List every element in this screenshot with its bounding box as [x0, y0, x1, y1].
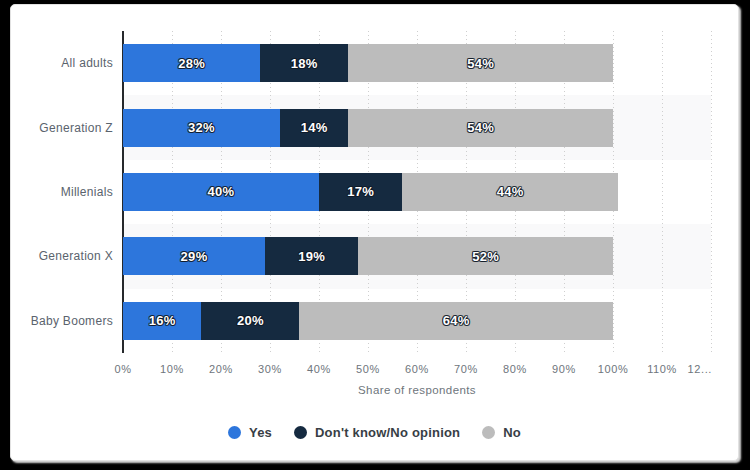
- bar-segment-yes[interactable]: 40%: [123, 173, 319, 211]
- bar-value-label: 16%: [149, 313, 176, 328]
- bar-value-label: 18%: [291, 56, 318, 71]
- category-label: Millenials: [11, 160, 113, 224]
- plot-area: 28% 18% 54% 32% 14% 54% 40% 17% 44% 29% 19% 52% 16% 2…: [123, 31, 711, 353]
- bar-segment-yes[interactable]: 32%: [123, 109, 280, 147]
- bar-value-label: 44%: [497, 184, 524, 199]
- bar-segment-no[interactable]: 44%: [402, 173, 618, 211]
- x-tick-label: 60%: [405, 363, 429, 375]
- bar-stack: 40% 17% 44%: [123, 173, 711, 211]
- legend-dot-icon: [294, 426, 307, 439]
- screenshot-root: { "frame": { "background_color": "#00000…: [0, 0, 750, 470]
- bar-value-label: 64%: [443, 313, 470, 328]
- bar-row: 16% 20% 64%: [123, 289, 711, 353]
- bar-segment-no[interactable]: 54%: [348, 44, 613, 82]
- bar-segment-don-t-know-no-opinion[interactable]: 14%: [280, 109, 349, 147]
- x-tick-label: 100%: [598, 363, 629, 375]
- bar-value-label: 32%: [188, 120, 215, 135]
- legend-label: Yes: [249, 425, 272, 440]
- bar-segment-don-t-know-no-opinion[interactable]: 20%: [201, 302, 299, 340]
- bar-segment-don-t-know-no-opinion[interactable]: 19%: [265, 237, 358, 275]
- bar-value-label: 52%: [472, 249, 499, 264]
- legend-item-don-t-know-no-opinion[interactable]: Don't know/No opinion: [294, 425, 460, 440]
- x-tick-label: 70%: [454, 363, 478, 375]
- x-tick-label: 80%: [503, 363, 527, 375]
- legend: Yes Don't know/No opinion No: [11, 423, 738, 441]
- bar-segment-no[interactable]: 52%: [358, 237, 613, 275]
- x-axis-title: Share of respondents: [123, 384, 711, 396]
- x-tick-label: 20%: [209, 363, 233, 375]
- legend-dot-icon: [482, 426, 495, 439]
- x-tick-label: 30%: [258, 363, 282, 375]
- x-ticks: 0%10%20%30%40%50%60%70%80%90%100%110%12.…: [123, 363, 711, 377]
- x-tick-label: 90%: [552, 363, 576, 375]
- category-label: Generation X: [11, 224, 113, 288]
- gridline: [711, 31, 712, 353]
- bar-row: 40% 17% 44%: [123, 160, 711, 224]
- bar-segment-yes[interactable]: 28%: [123, 44, 260, 82]
- x-tick-label: 50%: [356, 363, 380, 375]
- bar-stack: 28% 18% 54%: [123, 44, 711, 82]
- bar-row: 32% 14% 54%: [123, 95, 711, 159]
- category-label: Generation Z: [11, 95, 113, 159]
- x-tick-label: 0%: [114, 363, 131, 375]
- bar-value-label: 40%: [208, 184, 235, 199]
- x-tick-label: 12...: [688, 363, 712, 375]
- category-labels: All adultsGeneration ZMillenialsGenerati…: [11, 31, 113, 353]
- bar-value-label: 20%: [237, 313, 264, 328]
- bar-value-label: 54%: [467, 120, 494, 135]
- x-tick-label: 10%: [160, 363, 184, 375]
- x-tick-label: 40%: [307, 363, 331, 375]
- bar-stack: 32% 14% 54%: [123, 109, 711, 147]
- bar-value-label: 19%: [298, 249, 325, 264]
- bar-segment-don-t-know-no-opinion[interactable]: 18%: [260, 44, 348, 82]
- legend-item-no[interactable]: No: [482, 425, 521, 440]
- legend-item-yes[interactable]: Yes: [228, 425, 272, 440]
- legend-label: No: [503, 425, 521, 440]
- chart-card: All adultsGeneration ZMillenialsGenerati…: [10, 4, 739, 461]
- bar-row: 29% 19% 52%: [123, 224, 711, 288]
- bar-segment-no[interactable]: 54%: [348, 109, 613, 147]
- x-tick-label: 110%: [647, 363, 677, 375]
- bar-segment-don-t-know-no-opinion[interactable]: 17%: [319, 173, 402, 211]
- bar-row: 28% 18% 54%: [123, 31, 711, 95]
- bar-value-label: 29%: [181, 249, 208, 264]
- bar-stack: 16% 20% 64%: [123, 302, 711, 340]
- bar-value-label: 54%: [467, 56, 494, 71]
- bar-segment-yes[interactable]: 16%: [123, 302, 201, 340]
- bar-value-label: 17%: [347, 184, 374, 199]
- bar-value-label: 28%: [178, 56, 205, 71]
- bar-value-label: 14%: [301, 120, 328, 135]
- category-label: All adults: [11, 31, 113, 95]
- bar-segment-yes[interactable]: 29%: [123, 237, 265, 275]
- bar-stack: 29% 19% 52%: [123, 237, 711, 275]
- category-label: Baby Boomers: [11, 289, 113, 353]
- legend-dot-icon: [228, 426, 241, 439]
- bar-segment-no[interactable]: 64%: [299, 302, 613, 340]
- legend-label: Don't know/No opinion: [315, 425, 460, 440]
